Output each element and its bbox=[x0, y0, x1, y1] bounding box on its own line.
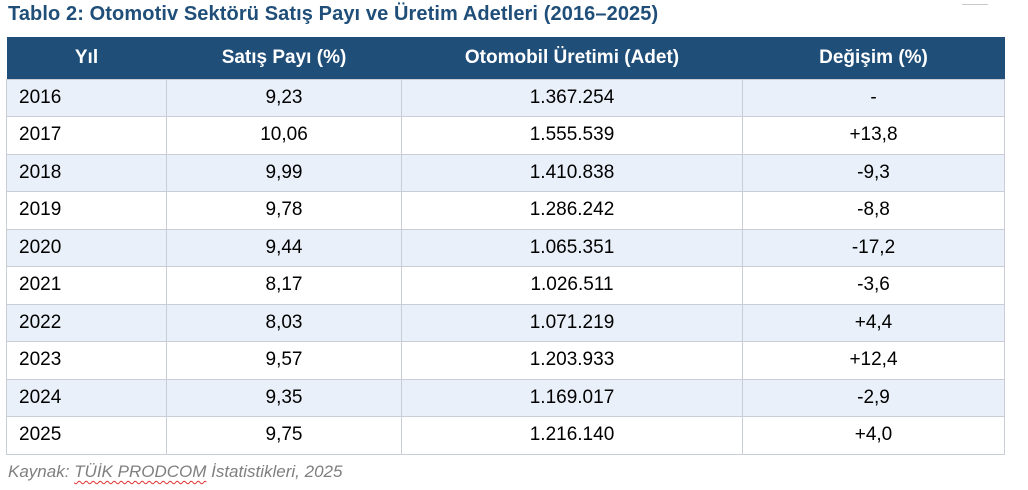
cell-year: 2023 bbox=[6, 341, 167, 380]
cell-change: -9,3 bbox=[742, 153, 1005, 192]
cell-year: 2017 bbox=[6, 116, 167, 155]
cell-change: -2,9 bbox=[742, 378, 1005, 417]
cell-production: 1.286.242 bbox=[401, 191, 743, 230]
table-row: 2021 8,17 1.026.511 -3,6 bbox=[6, 266, 1005, 305]
cell-change: -17,2 bbox=[742, 228, 1005, 267]
cell-share: 9,99 bbox=[166, 153, 402, 192]
table-row: 2025 9,75 1.216.140 +4,0 bbox=[6, 416, 1005, 455]
data-table: Yıl Satış Payı (%) Otomobil Üretimi (Ade… bbox=[6, 37, 1005, 455]
cell-production: 1.555.539 bbox=[401, 116, 743, 155]
corner-mark bbox=[962, 0, 988, 5]
table-row: 2024 9,35 1.169.017 -2,9 bbox=[6, 378, 1005, 417]
table-title: Tablo 2: Otomotiv Sektörü Satış Payı ve … bbox=[8, 3, 659, 25]
header-production: Otomobil Üretimi (Adet) bbox=[464, 46, 680, 68]
cell-production: 1.367.254 bbox=[401, 78, 743, 117]
cell-change: +4,0 bbox=[742, 416, 1005, 455]
cell-change: +12,4 bbox=[742, 341, 1005, 380]
cell-change: -3,6 bbox=[742, 266, 1005, 305]
cell-year: 2020 bbox=[6, 228, 167, 267]
cell-share: 8,17 bbox=[166, 266, 402, 305]
source-underlined: TÜİK PRODCOM bbox=[74, 462, 207, 481]
cell-year: 2018 bbox=[6, 153, 167, 192]
cell-share: 10,06 bbox=[166, 116, 402, 155]
cell-share: 8,03 bbox=[166, 303, 402, 342]
cell-share: 9,57 bbox=[166, 341, 402, 380]
header-year: Yıl bbox=[74, 46, 99, 68]
cell-change: - bbox=[742, 78, 1005, 117]
cell-share: 9,75 bbox=[166, 416, 402, 455]
cell-production: 1.203.933 bbox=[401, 341, 743, 380]
cell-year: 2024 bbox=[6, 378, 167, 417]
table-row: 2023 9,57 1.203.933 +12,4 bbox=[6, 341, 1005, 380]
cell-year: 2025 bbox=[6, 416, 167, 455]
table-row: 2016 9,23 1.367.254 - bbox=[6, 78, 1005, 117]
table-row: 2019 9,78 1.286.242 -8,8 bbox=[6, 191, 1005, 230]
cell-production: 1.216.140 bbox=[401, 416, 743, 455]
cell-production: 1.410.838 bbox=[401, 153, 743, 192]
cell-year: 2016 bbox=[6, 78, 167, 117]
table-row: 2020 9,44 1.065.351 -17,2 bbox=[6, 228, 1005, 267]
header-share: Satış Payı (%) bbox=[221, 46, 347, 68]
cell-year: 2019 bbox=[6, 191, 167, 230]
cell-production: 1.065.351 bbox=[401, 228, 743, 267]
cell-share: 9,78 bbox=[166, 191, 402, 230]
cell-year: 2021 bbox=[6, 266, 167, 305]
cell-production: 1.026.511 bbox=[401, 266, 743, 305]
cell-share: 9,35 bbox=[166, 378, 402, 417]
table-row: 2018 9,99 1.410.838 -9,3 bbox=[6, 153, 1005, 192]
cell-year: 2022 bbox=[6, 303, 167, 342]
source-suffix: İstatistikleri, 2025 bbox=[206, 462, 343, 481]
cell-change: +4,4 bbox=[742, 303, 1005, 342]
cell-change: +13,8 bbox=[742, 116, 1005, 155]
cell-share: 9,23 bbox=[166, 78, 402, 117]
source-note: Kaynak: TÜİK PRODCOM İstatistikleri, 202… bbox=[8, 462, 342, 482]
cell-production: 1.071.219 bbox=[401, 303, 743, 342]
table-row: 2022 8,03 1.071.219 +4,4 bbox=[6, 303, 1005, 342]
cell-production: 1.169.017 bbox=[401, 378, 743, 417]
cell-share: 9,44 bbox=[166, 228, 402, 267]
table-header-row: Yıl Satış Payı (%) Otomobil Üretimi (Ade… bbox=[6, 37, 1005, 79]
source-prefix: Kaynak: bbox=[8, 462, 75, 481]
table-row: 2017 10,06 1.555.539 +13,8 bbox=[6, 116, 1005, 155]
header-change: Değişim (%) bbox=[819, 46, 928, 68]
cell-change: -8,8 bbox=[742, 191, 1005, 230]
